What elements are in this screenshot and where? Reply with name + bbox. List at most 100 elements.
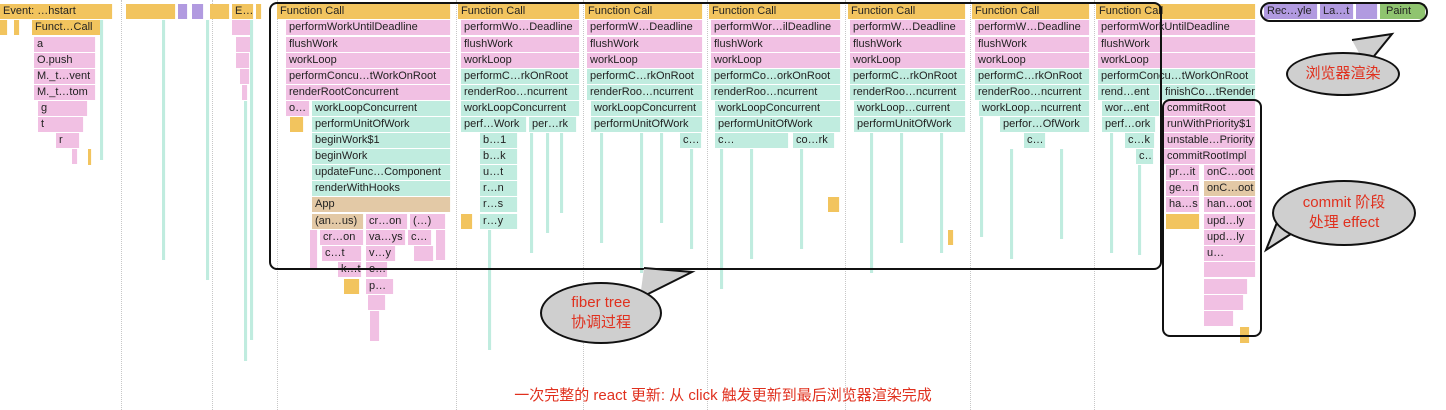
stack-frame[interactable]: r (56, 133, 80, 148)
stack-frame[interactable]: cr…on (320, 230, 364, 245)
unstable-run-with-priority[interactable]: unstable…Priority (1164, 133, 1256, 148)
work-loop[interactable]: workLoop (461, 53, 580, 68)
stack-frame[interactable]: (an…us) (312, 214, 364, 229)
perform-work-until-deadline[interactable]: performW…Deadline (587, 20, 703, 35)
stack-frame[interactable] (436, 230, 446, 260)
stack-frame[interactable]: c…k (1125, 133, 1155, 148)
stack-frame[interactable]: co…rk (793, 133, 835, 148)
flush-work[interactable]: flushWork (461, 37, 580, 52)
stack-frame[interactable] (1060, 149, 1064, 239)
stack-frame[interactable] (88, 149, 92, 165)
event-touchstart-block[interactable]: Event: …hstart (0, 4, 113, 19)
perform-concurrent-work-on-root[interactable]: performConcu…tWorkOnRoot (286, 69, 451, 84)
finish-concurrent-render[interactable]: finishCo…tRender (1162, 85, 1256, 100)
stack-frame[interactable] (210, 4, 230, 19)
stack-frame[interactable] (310, 230, 318, 270)
work-loop[interactable]: workLoop (975, 53, 1090, 68)
stack-frame[interactable]: r…y (480, 214, 518, 229)
update-function-component[interactable]: updateFunc…Component (312, 165, 451, 180)
render-root-concurrent[interactable]: renderRoo…ncurrent (711, 85, 841, 100)
perform-concurrent-work-on-root[interactable]: performC…rkOnRoot (461, 69, 580, 84)
stack-frame[interactable]: u…t (480, 165, 518, 180)
stack-frame[interactable] (900, 133, 904, 243)
render-with-hooks[interactable]: renderWithHooks (312, 181, 451, 196)
stack-frame[interactable]: upd…ly (1204, 230, 1256, 245)
stack-frame[interactable]: cr…on (366, 214, 408, 229)
function-call-block[interactable]: Function Call (709, 4, 841, 19)
stack-frame[interactable] (290, 117, 304, 132)
stack-frame[interactable]: r…s (480, 197, 518, 212)
stack-frame[interactable]: M._t…tom (34, 85, 96, 100)
render-root-concurrent[interactable]: renderRoo…ncurrent (850, 85, 966, 100)
stack-frame[interactable] (192, 4, 204, 19)
stack-frame[interactable] (1204, 295, 1244, 310)
perform-unit-of-work[interactable]: performUnitOfWork (715, 117, 841, 132)
stack-frame[interactable]: c… (680, 133, 702, 148)
stack-frame[interactable]: v…y (366, 246, 396, 261)
stack-frame[interactable]: g (38, 101, 88, 116)
stack-frame[interactable] (750, 149, 754, 259)
perform-work-until-deadline[interactable]: performWor…ilDeadline (711, 20, 841, 35)
perform-unit-of-work[interactable]: perf…ork (1102, 117, 1156, 132)
stack-frame[interactable] (948, 230, 954, 245)
stack-frame[interactable] (488, 230, 492, 350)
stack-frame[interactable] (370, 311, 380, 341)
stack-frame[interactable] (14, 20, 20, 35)
stack-frame[interactable] (244, 101, 248, 361)
work-loop-concurrent[interactable]: workLoopConcurrent (461, 101, 580, 116)
begin-work[interactable]: beginWork (312, 149, 451, 164)
stack-frame[interactable] (178, 4, 188, 19)
work-loop-concurrent[interactable]: workLoopConcurrent (591, 101, 703, 116)
stack-frame[interactable] (250, 20, 254, 340)
commit-root[interactable]: commitRoot (1164, 101, 1256, 116)
stack-frame[interactable]: onC…oot (1204, 181, 1256, 196)
function-call-block[interactable]: Function Call (458, 4, 580, 19)
stack-frame[interactable]: p… (366, 279, 394, 294)
stack-frame[interactable]: c…t (322, 246, 362, 261)
stack-frame[interactable] (414, 246, 434, 261)
work-loop-concurrent[interactable]: workLoopConcurrent (715, 101, 841, 116)
work-loop[interactable]: workLoop (850, 53, 966, 68)
stack-frame[interactable] (100, 20, 104, 160)
render-root-concurrent[interactable]: renderRoo…ncurrent (975, 85, 1090, 100)
stack-frame[interactable]: b…k (480, 149, 518, 164)
stack-frame[interactable] (344, 279, 360, 294)
stack-frame[interactable] (1204, 262, 1256, 277)
stack-frame[interactable]: va…ys (366, 230, 406, 245)
stack-frame[interactable]: c… (1136, 149, 1154, 164)
stack-frame[interactable] (940, 133, 944, 253)
perform-work-until-deadline[interactable]: performW…Deadline (975, 20, 1090, 35)
perform-concurrent-work-on-root[interactable]: performConcu…tWorkOnRoot (1098, 69, 1256, 84)
stack-frame[interactable]: M._t…vent (34, 69, 96, 84)
work-loop-concurrent[interactable]: workLoop…ncurrent (979, 101, 1090, 116)
stack-frame[interactable]: upd…ly (1204, 214, 1256, 229)
perform-unit-of-work[interactable]: performUnitOfWork (312, 117, 451, 132)
stack-frame[interactable]: c… (408, 230, 432, 245)
work-loop[interactable]: workLoop (286, 53, 451, 68)
perform-unit-of-work[interactable]: perfor…OfWork (1000, 117, 1090, 132)
recalculate-style-block[interactable]: Rec…yle (1264, 4, 1318, 19)
stack-frame[interactable] (1356, 4, 1378, 19)
run-with-priority[interactable]: runWithPriority$1 (1164, 117, 1256, 132)
perform-work-until-deadline[interactable]: performWorkUntilDeadline (286, 20, 451, 35)
function-call-block[interactable]: Funct…Call (32, 20, 102, 35)
stack-frame[interactable] (800, 149, 804, 249)
perform-concurrent-work-on-root[interactable]: performCo…orkOnRoot (711, 69, 841, 84)
stack-frame[interactable] (600, 133, 604, 243)
app-component[interactable]: App (312, 197, 451, 212)
render-root-concurrent[interactable]: renderRoo…ncurrent (587, 85, 703, 100)
perform-unit-of-work[interactable]: perf…Work (461, 117, 527, 132)
stack-frame[interactable] (368, 295, 386, 310)
stack-frame[interactable]: c… (715, 133, 789, 148)
function-call-block[interactable]: Function Call (277, 4, 451, 19)
work-loop-concurrent[interactable]: workLoopConcurrent (312, 101, 451, 116)
stack-frame[interactable] (1204, 279, 1248, 294)
stack-frame[interactable] (660, 133, 664, 223)
function-call-block[interactable]: Function Call (972, 4, 1090, 19)
function-call-block[interactable]: Function Call (1096, 4, 1256, 19)
stack-frame[interactable]: han…oot (1204, 197, 1256, 212)
stack-frame[interactable] (72, 149, 78, 164)
stack-frame[interactable]: b…1 (480, 133, 518, 148)
stack-frame[interactable] (530, 133, 534, 253)
